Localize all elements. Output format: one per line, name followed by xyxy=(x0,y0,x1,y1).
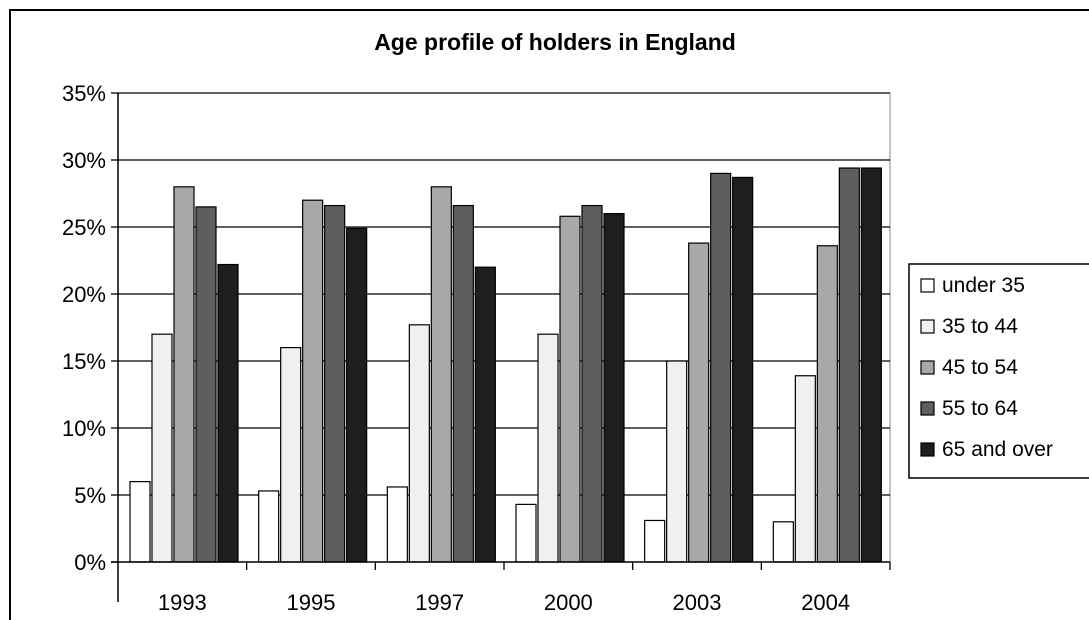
bars xyxy=(129,167,882,563)
legend: under 35 35 to 44 45 to 54 55 to 64 65 and o… xyxy=(908,263,1089,479)
legend-label: 35 to 44 xyxy=(942,315,1018,338)
bar xyxy=(666,360,688,563)
x-tick-label: 2003 xyxy=(673,590,722,615)
legend-swatch xyxy=(920,319,935,334)
bar xyxy=(258,490,280,563)
x-tick-label: 1995 xyxy=(287,590,336,615)
x-tick-label: 1993 xyxy=(158,590,207,615)
bar xyxy=(151,333,173,563)
y-tick-label: 30% xyxy=(62,148,106,173)
bar xyxy=(452,204,474,563)
y-tick-label: 15% xyxy=(62,349,106,374)
legend-label: 55 to 64 xyxy=(942,397,1018,420)
legend-label: 65 and over xyxy=(942,438,1053,461)
legend-label: 45 to 54 xyxy=(942,356,1018,379)
bar xyxy=(302,199,324,563)
bar xyxy=(644,519,666,563)
bar xyxy=(838,167,860,563)
legend-swatch xyxy=(920,442,935,457)
bar xyxy=(710,172,732,563)
bar xyxy=(195,206,217,563)
chart-title: Age profile of holders in England xyxy=(374,29,736,55)
legend-swatch xyxy=(920,360,935,375)
bar xyxy=(515,503,537,563)
y-tick-label: 5% xyxy=(74,483,106,508)
bar xyxy=(280,347,302,563)
x-tick-label: 2000 xyxy=(544,590,593,615)
bar xyxy=(430,186,452,563)
y-tick-label: 10% xyxy=(62,416,106,441)
bar xyxy=(559,215,581,563)
y-tick-label: 25% xyxy=(62,215,106,240)
y-tick-label: 20% xyxy=(62,282,106,307)
bar xyxy=(217,263,239,563)
bar xyxy=(794,375,816,563)
legend-swatch xyxy=(920,401,935,416)
bar xyxy=(860,167,882,563)
bar xyxy=(129,481,151,563)
bar xyxy=(324,204,346,563)
bar xyxy=(346,227,368,563)
legend-label: under 35 xyxy=(942,274,1025,297)
bar xyxy=(537,333,559,563)
legend-swatch xyxy=(920,278,935,293)
legend-box xyxy=(908,263,1089,479)
axes: 0% 5% 10% 15% 20% 25% 30% 35% 1993 1995 1997 2000 20… xyxy=(62,81,891,615)
bar xyxy=(732,176,754,563)
bar xyxy=(772,521,794,563)
y-tick-label: 35% xyxy=(62,81,106,106)
x-tick-label: 2004 xyxy=(801,590,850,615)
bar xyxy=(816,245,838,563)
y-tick-label: 0% xyxy=(74,550,106,575)
bar xyxy=(581,204,603,563)
bar xyxy=(688,242,710,563)
bar xyxy=(386,486,408,563)
x-tick-label: 1997 xyxy=(415,590,464,615)
chart-frame xyxy=(9,9,1089,620)
bar xyxy=(173,186,195,563)
bar xyxy=(408,324,430,563)
gridlines xyxy=(117,92,891,563)
bar xyxy=(603,213,625,563)
bar xyxy=(474,266,496,563)
